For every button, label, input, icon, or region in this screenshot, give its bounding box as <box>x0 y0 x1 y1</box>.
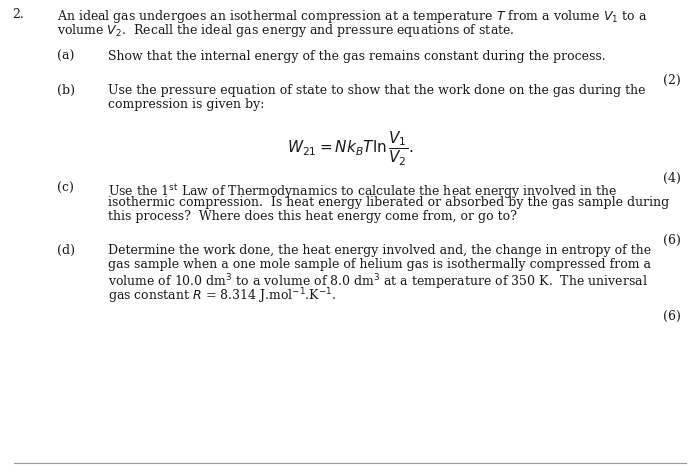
Text: Show that the internal energy of the gas remains constant during the process.: Show that the internal energy of the gas… <box>108 50 606 63</box>
Text: (6): (6) <box>662 310 680 323</box>
Text: (d): (d) <box>57 244 76 257</box>
Text: volume $V_2$.  Recall the ideal gas energy and pressure equations of state.: volume $V_2$. Recall the ideal gas energ… <box>57 22 515 39</box>
Text: volume of 10.0 dm$^3$ to a volume of 8.0 dm$^3$ at a temperature of 350 K.  The : volume of 10.0 dm$^3$ to a volume of 8.0… <box>108 272 648 291</box>
Text: $W_{21} = Nk_{B}T\ln\dfrac{V_1}{V_2}.$: $W_{21} = Nk_{B}T\ln\dfrac{V_1}{V_2}.$ <box>287 130 413 168</box>
Text: (4): (4) <box>662 172 680 185</box>
Text: Determine the work done, the heat energy involved and, the change in entropy of : Determine the work done, the heat energy… <box>108 244 652 257</box>
Text: gas sample when a one mole sample of helium gas is isothermally compressed from : gas sample when a one mole sample of hel… <box>108 258 652 271</box>
Text: Use the pressure equation of state to show that the work done on the gas during : Use the pressure equation of state to sh… <box>108 84 646 97</box>
Text: (b): (b) <box>57 84 76 97</box>
Text: (6): (6) <box>662 234 680 247</box>
Text: (2): (2) <box>663 74 680 87</box>
Text: (a): (a) <box>57 50 75 63</box>
Text: An ideal gas undergoes an isothermal compression at a temperature $T$ from a vol: An ideal gas undergoes an isothermal com… <box>57 8 648 25</box>
Text: gas constant $R$ = 8.314 J.mol$^{-1}$.K$^{-1}$.: gas constant $R$ = 8.314 J.mol$^{-1}$.K$… <box>108 286 337 306</box>
Text: compression is given by:: compression is given by: <box>108 98 265 111</box>
Text: this process?  Where does this heat energy come from, or go to?: this process? Where does this heat energ… <box>108 210 517 223</box>
Text: Use the 1$^{\mathrm{st}}$ Law of Thermodynamics to calculate the heat energy inv: Use the 1$^{\mathrm{st}}$ Law of Thermod… <box>108 182 618 201</box>
Text: 2.: 2. <box>13 8 25 21</box>
Text: isothermic compression.  Is heat energy liberated or absorbed by the gas sample : isothermic compression. Is heat energy l… <box>108 196 670 209</box>
Text: (c): (c) <box>57 182 74 195</box>
